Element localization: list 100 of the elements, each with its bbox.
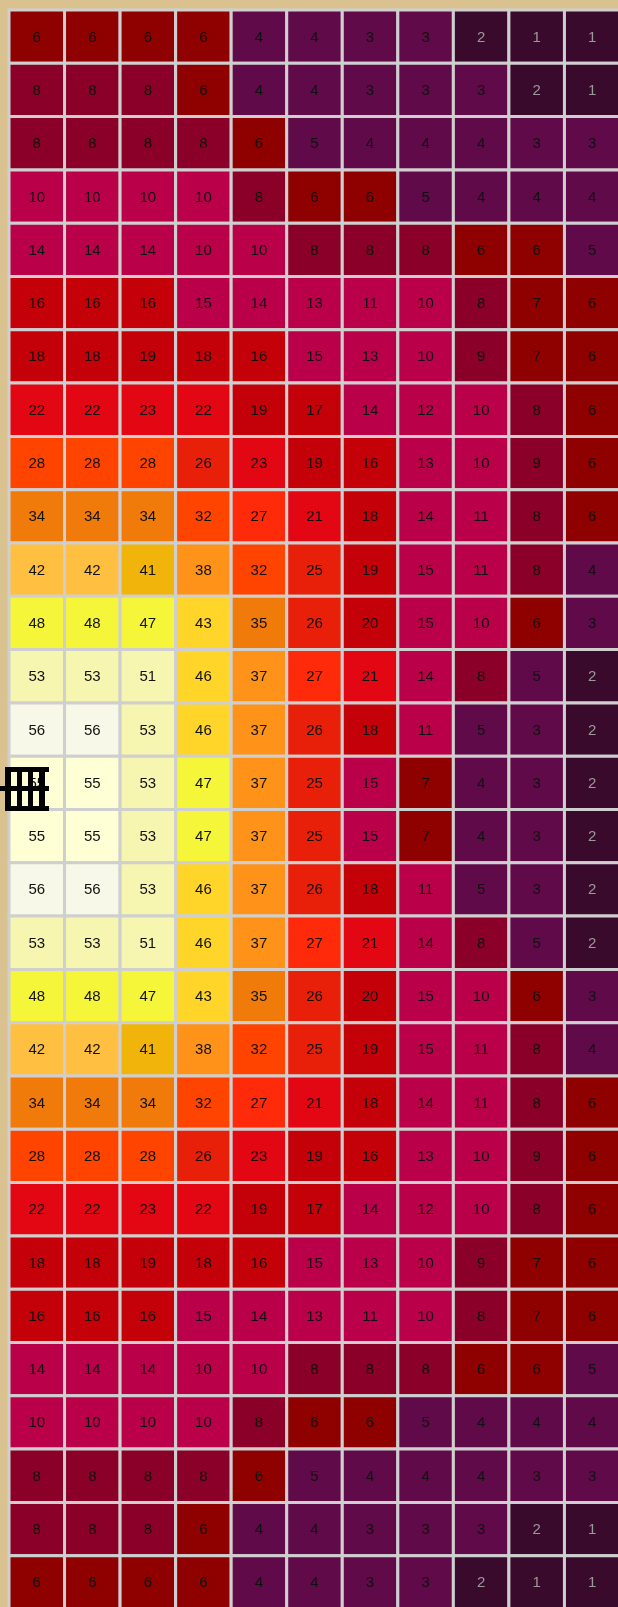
data-label: 34 bbox=[28, 507, 46, 525]
data-label: 10 bbox=[417, 347, 434, 365]
data-label: 16 bbox=[361, 1146, 379, 1164]
data-label: 4 bbox=[310, 1520, 319, 1538]
data-label: 56 bbox=[28, 880, 46, 898]
data-label: 4 bbox=[476, 773, 486, 791]
data-label: 6 bbox=[254, 1466, 264, 1484]
data-label: 7 bbox=[421, 773, 430, 791]
data-label: 15 bbox=[306, 347, 323, 365]
data-label: 8 bbox=[421, 1360, 430, 1378]
data-label: 3 bbox=[421, 27, 430, 45]
data-label: 10 bbox=[195, 1360, 212, 1378]
data-label: 8 bbox=[365, 1360, 375, 1378]
data-label: 8 bbox=[143, 1520, 153, 1538]
data-label: 6 bbox=[310, 1413, 319, 1431]
data-label: 14 bbox=[83, 240, 101, 258]
data-label: 2 bbox=[588, 720, 597, 738]
data-label: 28 bbox=[83, 454, 101, 472]
data-label: 6 bbox=[588, 1200, 597, 1218]
data-label: 10 bbox=[139, 187, 157, 205]
data-label: 10 bbox=[472, 1146, 490, 1164]
data-label: 10 bbox=[195, 1413, 212, 1431]
data-label: 14 bbox=[28, 240, 46, 258]
data-label: 2 bbox=[532, 1520, 541, 1538]
data-label: 37 bbox=[250, 667, 268, 685]
data-label: 11 bbox=[417, 880, 434, 898]
data-label: 2 bbox=[476, 1573, 486, 1591]
data-label: 18 bbox=[83, 1253, 101, 1271]
data-label: 6 bbox=[88, 1573, 97, 1591]
data-label: 6 bbox=[143, 27, 153, 45]
data-label: 22 bbox=[195, 400, 212, 418]
data-label: 8 bbox=[143, 1466, 153, 1484]
data-label: 3 bbox=[532, 880, 541, 898]
data-label: 14 bbox=[28, 1360, 46, 1378]
data-label: 3 bbox=[532, 773, 541, 791]
data-label: 5 bbox=[532, 667, 541, 685]
data-label: 6 bbox=[254, 134, 264, 152]
data-label: 46 bbox=[195, 933, 212, 951]
data-label: 6 bbox=[588, 1253, 597, 1271]
data-label: 27 bbox=[306, 933, 323, 951]
data-label: 2 bbox=[588, 667, 597, 685]
data-label: 27 bbox=[250, 507, 268, 525]
data-label: 53 bbox=[28, 933, 46, 951]
data-label: 10 bbox=[417, 1253, 434, 1271]
data-label: 53 bbox=[139, 827, 157, 845]
data-label: 34 bbox=[83, 1093, 101, 1111]
data-label: 16 bbox=[83, 1306, 101, 1324]
data-label: 3 bbox=[588, 1466, 597, 1484]
data-label: 14 bbox=[417, 933, 434, 951]
data-label: 42 bbox=[83, 1040, 101, 1058]
data-label: 10 bbox=[250, 240, 268, 258]
data-label: 42 bbox=[28, 1040, 46, 1058]
data-label: 16 bbox=[83, 294, 101, 312]
data-label: 28 bbox=[139, 454, 157, 472]
data-label: 11 bbox=[473, 560, 489, 578]
data-label: 3 bbox=[532, 827, 541, 845]
data-label: 8 bbox=[532, 1093, 541, 1111]
data-label: 10 bbox=[139, 1413, 157, 1431]
data-label: 7 bbox=[532, 347, 541, 365]
data-label: 14 bbox=[139, 240, 157, 258]
data-label: 8 bbox=[32, 1520, 41, 1538]
data-label: 37 bbox=[250, 720, 268, 738]
data-label: 10 bbox=[28, 187, 46, 205]
data-label: 8 bbox=[476, 1306, 486, 1324]
data-label: 28 bbox=[28, 454, 46, 472]
data-label: 4 bbox=[476, 187, 486, 205]
data-label: 6 bbox=[199, 80, 208, 98]
data-label: 6 bbox=[588, 400, 597, 418]
data-label: 8 bbox=[532, 507, 541, 525]
data-label: 6 bbox=[588, 1093, 597, 1111]
data-label: 9 bbox=[476, 347, 486, 365]
data-label: 10 bbox=[472, 400, 490, 418]
data-label: 6 bbox=[88, 27, 97, 45]
data-label: 8 bbox=[532, 560, 541, 578]
data-label: 3 bbox=[588, 134, 597, 152]
data-label: 4 bbox=[588, 1413, 597, 1431]
data-label: 43 bbox=[195, 987, 212, 1005]
data-label: 13 bbox=[417, 454, 434, 472]
data-label: 5 bbox=[421, 1413, 430, 1431]
data-label: 53 bbox=[28, 667, 46, 685]
data-label: 3 bbox=[588, 987, 597, 1005]
data-label: 6 bbox=[476, 240, 486, 258]
data-label: 19 bbox=[306, 1146, 323, 1164]
data-label: 6 bbox=[143, 1573, 153, 1591]
data-label: 18 bbox=[28, 1253, 46, 1271]
data-label: 5 bbox=[532, 933, 541, 951]
data-label: 8 bbox=[32, 80, 41, 98]
data-label: 11 bbox=[362, 1306, 378, 1324]
data-label: 21 bbox=[306, 1093, 323, 1111]
data-label: 15 bbox=[361, 773, 379, 791]
data-label: 56 bbox=[83, 880, 101, 898]
data-label: 8 bbox=[143, 80, 153, 98]
data-label: 22 bbox=[195, 1200, 212, 1218]
data-label: 8 bbox=[88, 1520, 97, 1538]
data-label: 56 bbox=[28, 720, 46, 738]
data-label: 19 bbox=[139, 347, 157, 365]
data-label: 10 bbox=[472, 1200, 490, 1218]
data-label: 3 bbox=[365, 27, 375, 45]
data-label: 15 bbox=[417, 613, 434, 631]
data-label: 4 bbox=[588, 187, 597, 205]
